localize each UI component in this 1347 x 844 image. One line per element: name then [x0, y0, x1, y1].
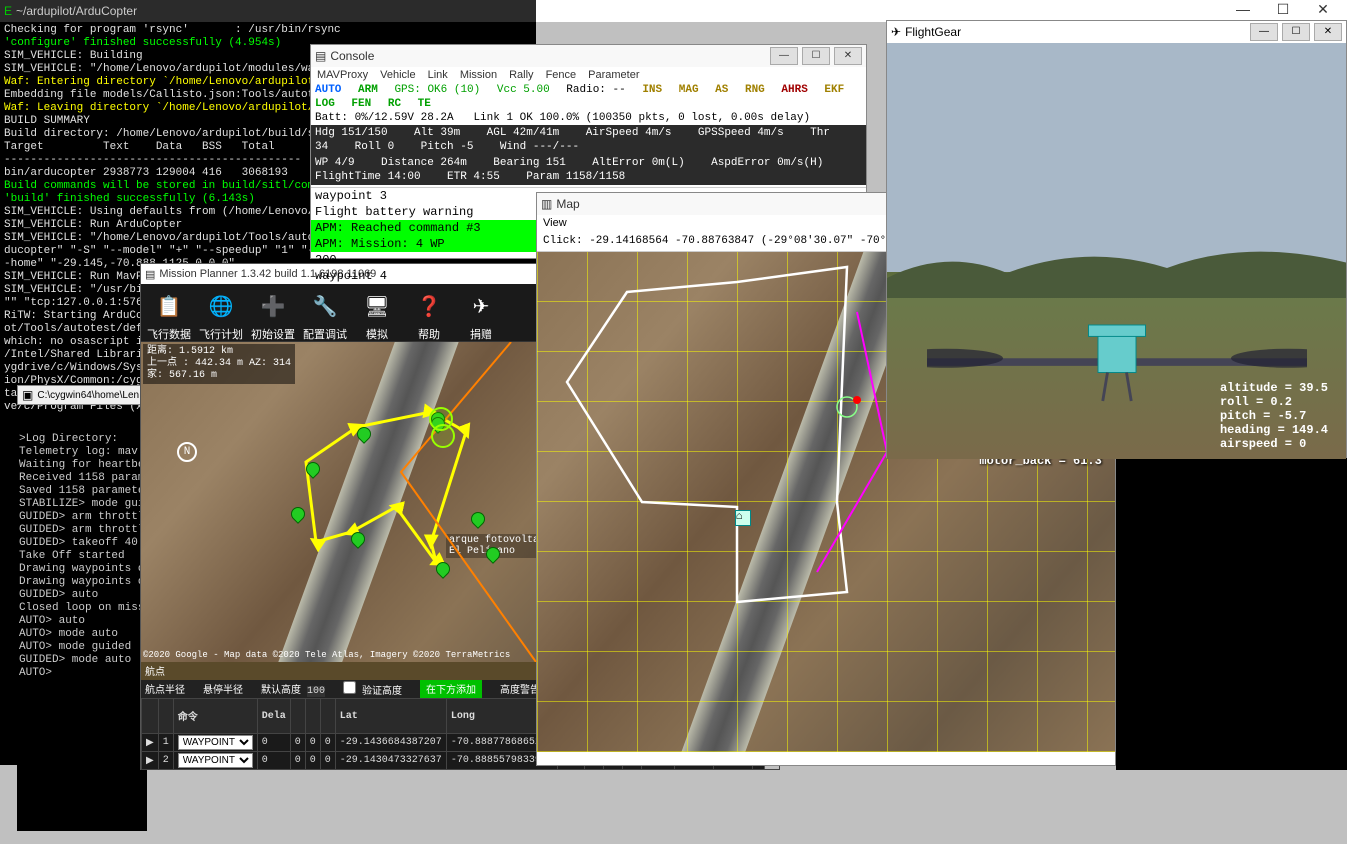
waypoint-marker[interactable] — [436, 562, 454, 584]
mode-status: AUTO — [315, 83, 341, 97]
mp-tool-6[interactable]: ✈捐赠 — [459, 288, 503, 337]
black-background-area — [1116, 458, 1347, 770]
mp-orange-line — [401, 342, 536, 662]
flightgear-osd: altitude = 39.5 roll = 0.2 pitch = -5.7 … — [1220, 381, 1328, 451]
wp-loiter-label: 悬停半径 — [203, 681, 243, 697]
mp-map[interactable]: 距离: 1.5912 km 上一点 : 442.34 m AZ: 314 家: … — [141, 342, 764, 662]
vcc-status: Vcc 5.00 — [497, 83, 550, 97]
mp-tool-3[interactable]: 🔧配置调试 — [303, 288, 347, 337]
console-icon: ▤ — [315, 49, 326, 63]
wp-add-below-button[interactable]: 在下方添加 — [420, 680, 482, 698]
terrain-hills — [887, 238, 1346, 298]
waypoint-marker[interactable] — [306, 462, 324, 484]
mp-map-attribution: ©2020 Google - Map data ©2020 Tele Atlas… — [143, 650, 510, 660]
mp-tool-0[interactable]: 📋飞行数据 — [147, 288, 191, 337]
rc-status: RC — [388, 97, 401, 111]
wp-cmd-select[interactable]: WAYPOINT — [178, 735, 253, 750]
wp-radius-label: 航点半径 — [145, 681, 185, 697]
map-magenta-path — [817, 312, 887, 572]
link-status: Link 1 OK 100.0% (100350 pkts, 0 lost, 0… — [473, 112, 810, 124]
console-menu-item[interactable]: Parameter — [588, 69, 639, 81]
wp-cmd-select[interactable]: WAYPOINT — [178, 753, 253, 768]
console-menu-item[interactable]: Mission — [460, 69, 497, 81]
mavproxy-terminal: ▣ C:\cygwin64\home\Len >Log Directory:Te… — [17, 359, 147, 759]
mp-map-info: 距离: 1.5912 km 上一点 : 442.34 m AZ: 314 家: … — [143, 344, 295, 384]
console-close-button[interactable]: ✕ — [834, 47, 862, 65]
cygwin-icon: ▣ — [22, 389, 33, 402]
console-menu-item[interactable]: MAVProxy — [317, 69, 368, 81]
drone-marker-dot — [853, 396, 861, 404]
console-min-button[interactable]: — — [770, 47, 798, 65]
fg-close-button[interactable]: ✕ — [1314, 23, 1342, 41]
roll-status: Roll 0 — [355, 141, 395, 153]
console-max-button[interactable]: ☐ — [802, 47, 830, 65]
ekf-status: EKF — [824, 83, 844, 97]
fg-max-button[interactable]: ☐ — [1282, 23, 1310, 41]
waypoint-marker[interactable] — [471, 512, 489, 534]
bearing-status: Bearing 151 — [493, 157, 566, 169]
aspderror-status: AspdError 0m/s(H) — [711, 157, 823, 169]
flightgear-window: ✈ FlightGear — ☐ ✕ altitude = 39.5 roll … — [886, 20, 1347, 458]
mp-tool-1[interactable]: 🌐飞行计划 — [199, 288, 243, 337]
airspeed-status: AirSpeed 4m/s — [586, 127, 672, 139]
wp-alt-warn-label: 高度警告 — [500, 686, 540, 697]
host-close-button[interactable]: ✕ — [1303, 1, 1343, 21]
waypoint-marker[interactable] — [351, 532, 369, 554]
wind-status: Wind ---/--- — [500, 141, 579, 153]
mavproxy-terminal-body[interactable]: >Log Directory:Telemetry log: mav.tlWait… — [17, 431, 147, 831]
ins-status: INS — [642, 83, 662, 97]
etr-status: ETR 4:55 — [447, 171, 500, 183]
wp-default-alt-label: 默认高度 — [261, 686, 301, 697]
mp-tool-2[interactable]: ➕初始设置 — [251, 288, 295, 337]
host-min-button[interactable]: — — [1223, 1, 1263, 21]
batt-status: Batt: 0%/12.59V 28.2A — [315, 112, 454, 124]
rng-status: RNG — [745, 83, 765, 97]
wp-default-alt-value[interactable]: 100 — [307, 686, 325, 697]
map-icon: ▥ — [541, 197, 552, 211]
loiter-ring — [431, 424, 455, 448]
mag-status: MAG — [679, 83, 699, 97]
dist-status: Distance 264m — [381, 157, 467, 169]
arm-status: ARM — [358, 83, 378, 97]
wp-verify-alt-checkbox[interactable] — [343, 681, 356, 694]
flightgear-title: FlightGear — [901, 25, 1246, 39]
waypoint-marker[interactable] — [291, 507, 309, 529]
hdg-status: Hdg 151/150 — [315, 127, 388, 139]
fg-min-button[interactable]: — — [1250, 23, 1278, 41]
console-menu-item[interactable]: Link — [428, 69, 448, 81]
flighttime-status: FlightTime 14:00 — [315, 171, 421, 183]
console-title: Console — [326, 49, 766, 63]
flightgear-view[interactable]: altitude = 39.5 roll = 0.2 pitch = -5.7 … — [887, 43, 1346, 459]
terminal-icon: E — [4, 4, 12, 18]
mp-icon: ▤ — [145, 268, 155, 281]
fg-icon: ✈ — [891, 25, 901, 39]
console-menu-item[interactable]: Vehicle — [380, 69, 415, 81]
host-max-button[interactable]: ☐ — [1263, 1, 1303, 21]
wp-status: WP 4/9 — [315, 157, 355, 169]
gps-status: GPS: OK6 (10) — [394, 83, 480, 97]
mp-tool-5[interactable]: ❓帮助 — [407, 288, 451, 337]
pitch-status: Pitch -5 — [421, 141, 474, 153]
gpsspeed-status: GPSSpeed 4m/s — [698, 127, 784, 139]
agl-status: AGL 42m/41m — [487, 127, 560, 139]
fen-status: FEN — [351, 97, 371, 111]
as-status: AS — [715, 83, 728, 97]
mavproxy-terminal-title: C:\cygwin64\home\Len — [33, 389, 142, 402]
param-status: Param 1158/1158 — [526, 171, 625, 183]
radio-status: Radio: -- — [566, 83, 625, 97]
alt-status: Alt 39m — [414, 127, 460, 139]
alterror-status: AltError 0m(L) — [592, 157, 684, 169]
waypoint-marker[interactable] — [357, 427, 375, 449]
ahrs-status: AHRS — [781, 83, 807, 97]
terminal-title: ~/ardupilot/ArduCopter — [12, 4, 532, 18]
mp-tool-4[interactable]: 🖥模拟 — [355, 288, 399, 337]
console-menu-item[interactable]: Fence — [546, 69, 577, 81]
console-menu-item[interactable]: Rally — [509, 69, 533, 81]
te-status: TE — [418, 97, 431, 111]
console-menubar: MAVProxy Vehicle Link Mission Rally Fence Para… — [311, 67, 866, 83]
waypoint-marker[interactable] — [486, 547, 504, 569]
log-status: LOG — [315, 97, 335, 111]
